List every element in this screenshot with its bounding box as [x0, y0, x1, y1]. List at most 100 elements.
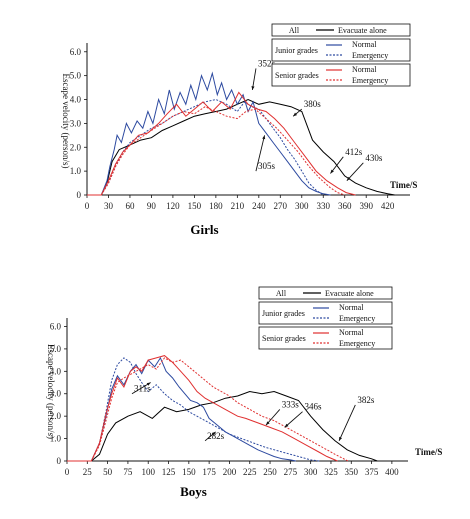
- legend-all-series: Evacuate alone: [325, 289, 374, 298]
- girls-chart: 0 30 60 90 120 150 180 210 240 270 300 330 360 390 420…: [61, 23, 417, 237]
- x-tick-label: 175: [202, 467, 216, 477]
- legend-senior-emergency: Emergency: [339, 339, 375, 348]
- legend-junior-emergency: Emergency: [352, 51, 388, 60]
- x-tick-label: 75: [123, 467, 133, 477]
- series-line: [67, 357, 349, 462]
- y-tick-label: 3.0: [70, 118, 82, 128]
- x-tick-label: 400: [385, 467, 399, 477]
- annotation-arrowhead: [211, 431, 216, 436]
- x-axis-label: Time/S: [415, 447, 442, 457]
- legend-all-series: Evacuate alone: [338, 26, 387, 35]
- legend-senior-emergency: Emergency: [352, 76, 388, 85]
- y-tick-label: 0: [57, 456, 62, 466]
- x-tick-label: 300: [304, 467, 318, 477]
- y-tick-label: 0: [77, 190, 82, 200]
- x-tick-label: 225: [243, 467, 257, 477]
- x-tick-label: 50: [103, 467, 113, 477]
- y-axis-label: Escape velocity (person/s): [61, 74, 71, 169]
- legend-junior-label: Junior grades: [262, 309, 305, 318]
- boys-chart: 0 25 50 75 100 125 150 175 200 225 250 275 300 325 350…: [46, 286, 442, 499]
- annotation-label: 352s: [258, 58, 276, 68]
- chart-title: Girls: [190, 222, 218, 237]
- y-tick-label: 4.0: [70, 95, 82, 105]
- legend-box-junior: [258, 301, 393, 325]
- legend-box-all: [271, 23, 411, 37]
- series-line: [67, 356, 297, 462]
- legend-senior-label: Senior grades: [275, 71, 319, 80]
- x-tick-label: 150: [182, 467, 196, 477]
- legend-box-senior: [258, 326, 393, 350]
- legend-box-junior: [271, 38, 411, 62]
- annotation-label: 305s: [258, 161, 276, 171]
- legend-junior-normal: Normal: [339, 303, 364, 312]
- x-tick-label: 270: [274, 201, 288, 211]
- x-tick-label: 180: [209, 201, 223, 211]
- x-tick-label: 125: [162, 467, 176, 477]
- legend-senior-normal: Normal: [352, 65, 377, 74]
- x-tick-label: 0: [65, 467, 70, 477]
- legend: All Evacuate alone Junior grades Normal Emer…: [271, 23, 411, 87]
- x-tick-label: 240: [252, 201, 266, 211]
- y-tick-label: 3.0: [50, 389, 62, 399]
- x-tick-label: 350: [345, 467, 359, 477]
- y-tick-label: 6.0: [70, 47, 82, 57]
- annotation-arrowhead: [265, 421, 270, 426]
- x-tick-label: 210: [231, 201, 245, 211]
- annotation-arrowhead: [339, 436, 343, 441]
- y-tick-label: 4.0: [50, 366, 62, 376]
- legend: All Evacuate alone Junior grades Normal Emer…: [258, 286, 393, 350]
- annotation-label: 382s: [357, 395, 375, 405]
- annotation-label: 282s: [207, 431, 225, 441]
- legend-all-label: All: [276, 289, 287, 298]
- x-tick-label: 375: [365, 467, 379, 477]
- series-line: [67, 390, 378, 462]
- chart-title: Boys: [180, 484, 207, 499]
- x-tick-label: 120: [166, 201, 180, 211]
- annotation-label: 430s: [365, 153, 383, 163]
- annotation-label: 380s: [304, 99, 322, 109]
- legend-senior-label: Senior grades: [262, 334, 306, 343]
- annotation-arrow: [255, 135, 265, 172]
- x-tick-label: 150: [188, 201, 202, 211]
- x-tick-label: 275: [284, 467, 298, 477]
- x-tick-label: 0: [85, 201, 90, 211]
- y-tick-label: 2.0: [70, 142, 82, 152]
- y-tick-label: 1.0: [50, 434, 62, 444]
- legend-all-label: All: [289, 26, 300, 35]
- legend-junior-emergency: Emergency: [339, 314, 375, 323]
- annotation-arrow: [338, 404, 356, 442]
- annotation-label: 412s: [345, 147, 363, 157]
- series-line: [67, 357, 320, 462]
- annotation-arrow: [284, 411, 303, 428]
- annotation-arrowhead: [293, 112, 298, 117]
- annotation-arrowhead: [262, 135, 266, 140]
- legend-junior-normal: Normal: [352, 40, 377, 49]
- legend-senior-normal: Normal: [339, 328, 364, 337]
- annotation-label: 333s: [282, 399, 300, 409]
- legend-box-all: [258, 286, 393, 300]
- x-tick-label: 30: [104, 201, 114, 211]
- annotation-arrowhead: [251, 86, 255, 90]
- annotation-arrowhead: [346, 176, 351, 181]
- x-tick-label: 360: [338, 201, 352, 211]
- x-axis-label: Time/S: [390, 180, 417, 190]
- x-tick-label: 200: [223, 467, 237, 477]
- annotation-arrow: [346, 162, 364, 181]
- x-tick-label: 250: [263, 467, 277, 477]
- annotation-arrowhead: [330, 169, 334, 174]
- x-tick-label: 100: [141, 467, 155, 477]
- series-line: [87, 106, 345, 196]
- x-tick-label: 325: [324, 467, 338, 477]
- x-tick-label: 300: [295, 201, 309, 211]
- annotation-arrowhead: [284, 423, 289, 428]
- x-tick-label: 390: [359, 201, 373, 211]
- y-tick-label: 5.0: [70, 71, 82, 81]
- legend-box-senior: [271, 63, 411, 87]
- x-tick-label: 420: [381, 201, 395, 211]
- y-tick-label: 2.0: [50, 411, 62, 421]
- series-line: [67, 355, 338, 462]
- x-tick-label: 60: [125, 201, 135, 211]
- y-axis-label: Escape velocity (person/s): [46, 344, 56, 439]
- annotation-arrowhead: [146, 382, 151, 386]
